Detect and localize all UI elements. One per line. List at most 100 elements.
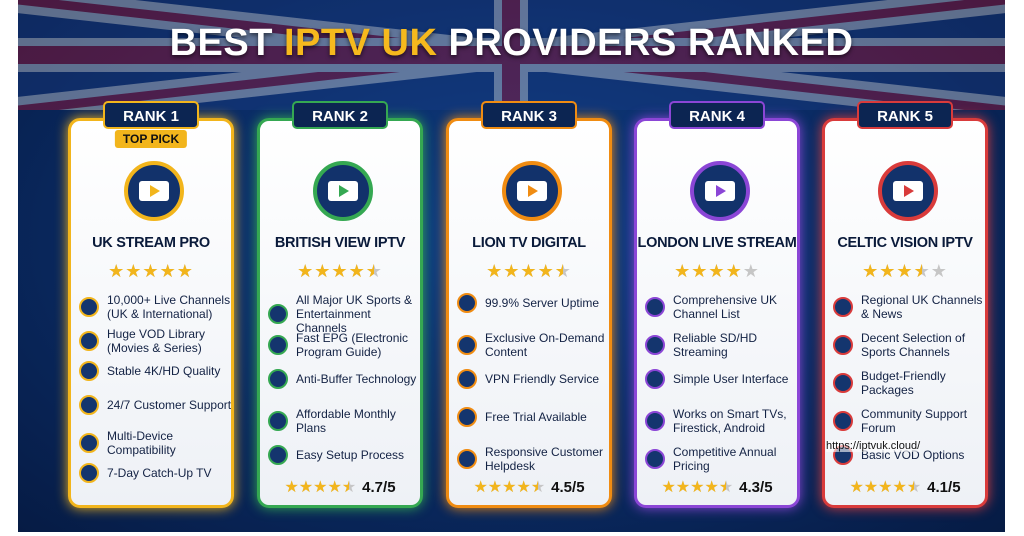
title-text: BEST bbox=[169, 22, 273, 64]
star-fill: ★ bbox=[473, 479, 488, 496]
star: ★★ bbox=[718, 479, 734, 496]
feature: Huge VOD Library (Movies & Series) bbox=[79, 327, 233, 355]
stars-wrap: ★★★★★★★★★★ bbox=[260, 261, 420, 282]
feature: Regional UK Channels & News bbox=[833, 293, 987, 321]
feature: 10,000+ Live Channels (UK & Internationa… bbox=[79, 293, 233, 321]
star-fill: ★ bbox=[348, 261, 366, 281]
star: ★★ bbox=[530, 479, 546, 496]
star: ★★ bbox=[892, 479, 907, 496]
rating-text: 4.1/5 bbox=[927, 479, 961, 496]
provider-name: CELTIC VISION IPTV bbox=[837, 235, 973, 251]
provider-logo bbox=[878, 161, 938, 221]
feature-text: Budget-Friendly Packages bbox=[861, 369, 946, 397]
star-fill: ★ bbox=[520, 261, 538, 281]
feature: 99.9% Server Uptime bbox=[457, 293, 611, 313]
provider-name: LONDON LIVE STREAM bbox=[637, 235, 797, 251]
star: ★★ bbox=[520, 261, 538, 281]
star: ★★ bbox=[176, 261, 194, 281]
feature: Comprehensive UK Channel List bbox=[645, 293, 799, 321]
rating-text: 4.5/5 bbox=[551, 479, 585, 496]
star: ★★ bbox=[725, 261, 743, 281]
feature: Budget-Friendly Packages bbox=[833, 369, 987, 397]
star-rating: ★★★★★★★★★★ bbox=[297, 261, 383, 281]
feature-text: Stable 4K/HD Quality bbox=[107, 364, 221, 378]
star: ★★ bbox=[298, 479, 314, 496]
star: ★★ bbox=[906, 479, 922, 496]
star-fill: ★ bbox=[704, 479, 719, 496]
rank-badge: RANK 4 bbox=[669, 101, 765, 129]
feature-icon bbox=[79, 395, 99, 415]
feature: Decent Selection of Sports Channels bbox=[833, 331, 987, 359]
star: ★★ bbox=[878, 479, 893, 496]
feature-icon bbox=[268, 411, 288, 431]
feature-text: Comprehensive UK Channel List bbox=[673, 293, 778, 321]
feature-text: 7-Day Catch-Up TV bbox=[107, 466, 212, 480]
feature-icon bbox=[645, 297, 665, 317]
stars-wrap: ★★★★★★★★★★ bbox=[71, 261, 231, 282]
star: ★★ bbox=[930, 261, 948, 281]
star: ★★ bbox=[690, 479, 705, 496]
stars-wrap: ★★★★★★★★★★ bbox=[637, 261, 797, 282]
star-rating: ★★★★★★★★★★ bbox=[661, 479, 733, 496]
star-fill: ★ bbox=[313, 479, 328, 496]
star-fill: ★ bbox=[537, 261, 555, 281]
star-fill: ★ bbox=[298, 479, 314, 496]
feature-icon bbox=[457, 407, 477, 427]
feature-icon bbox=[268, 369, 288, 389]
star: ★★ bbox=[675, 479, 691, 496]
star-fill: ★ bbox=[906, 479, 914, 496]
feature: Competitive Annual Pricing bbox=[645, 445, 799, 473]
feature-icon bbox=[79, 463, 99, 483]
star: ★★ bbox=[503, 261, 521, 281]
star-fill: ★ bbox=[503, 261, 521, 281]
star: ★★ bbox=[879, 261, 897, 281]
provider-card: RANK 1 TOP PICK UK STREAM PRO ★ ★ ★ ★ ★ ★ ★ ★ ★ ★ 10,… bbox=[68, 101, 234, 508]
star-fill: ★ bbox=[516, 479, 531, 496]
star-rating: ★★★★★★★★★★ bbox=[674, 261, 760, 281]
star: ★★ bbox=[108, 261, 126, 281]
feature: Exclusive On-Demand Content bbox=[457, 331, 611, 359]
star-fill: ★ bbox=[284, 479, 299, 496]
star-fill: ★ bbox=[878, 479, 893, 496]
feature-icon bbox=[79, 331, 99, 351]
feature: Works on Smart TVs, Firestick, Android bbox=[645, 407, 799, 435]
star: ★★ bbox=[159, 261, 177, 281]
star-fill: ★ bbox=[502, 479, 517, 496]
stars-wrap: ★★★★★★★★★★ bbox=[449, 261, 609, 282]
feature-icon bbox=[79, 361, 99, 381]
star: ★★ bbox=[896, 261, 914, 281]
star-fill: ★ bbox=[675, 479, 691, 496]
star: ★★ bbox=[284, 479, 299, 496]
star: ★★ bbox=[313, 479, 328, 496]
feature-text: 24/7 Customer Support bbox=[107, 398, 232, 412]
star-fill: ★ bbox=[863, 479, 879, 496]
feature-icon bbox=[457, 449, 477, 469]
feature-text: VPN Friendly Service bbox=[485, 372, 600, 386]
star: ★★ bbox=[314, 261, 332, 281]
star-rating: ★★★★★★★★★★ bbox=[284, 479, 356, 496]
feature-text: 10,000+ Live Channels (UK & Internationa… bbox=[107, 293, 231, 321]
star: ★★ bbox=[486, 261, 504, 281]
star-fill: ★ bbox=[896, 261, 914, 281]
star-fill: ★ bbox=[366, 261, 375, 282]
star: ★★ bbox=[849, 479, 864, 496]
star-fill: ★ bbox=[486, 261, 504, 281]
rating-text: 4.3/5 bbox=[739, 479, 773, 496]
feature-text: Huge VOD Library (Movies & Series) bbox=[107, 327, 206, 355]
feature-icon bbox=[268, 304, 288, 324]
feature-icon bbox=[268, 445, 288, 465]
stars-wrap: ★★★★★★★★★★ bbox=[825, 261, 985, 282]
star: ★★ bbox=[502, 479, 517, 496]
provider-logo bbox=[690, 161, 750, 221]
star: ★★ bbox=[473, 479, 488, 496]
star-fill: ★ bbox=[159, 261, 177, 281]
star-fill: ★ bbox=[341, 479, 349, 496]
feature-text: Anti-Buffer Technology bbox=[296, 372, 417, 386]
star: ★★ bbox=[862, 261, 880, 281]
feature-text: Reliable SD/HD Streaming bbox=[673, 331, 758, 359]
star-fill: ★ bbox=[176, 261, 194, 281]
star-fill: ★ bbox=[661, 479, 676, 496]
title-text: PROVIDERS RANKED bbox=[448, 22, 854, 64]
